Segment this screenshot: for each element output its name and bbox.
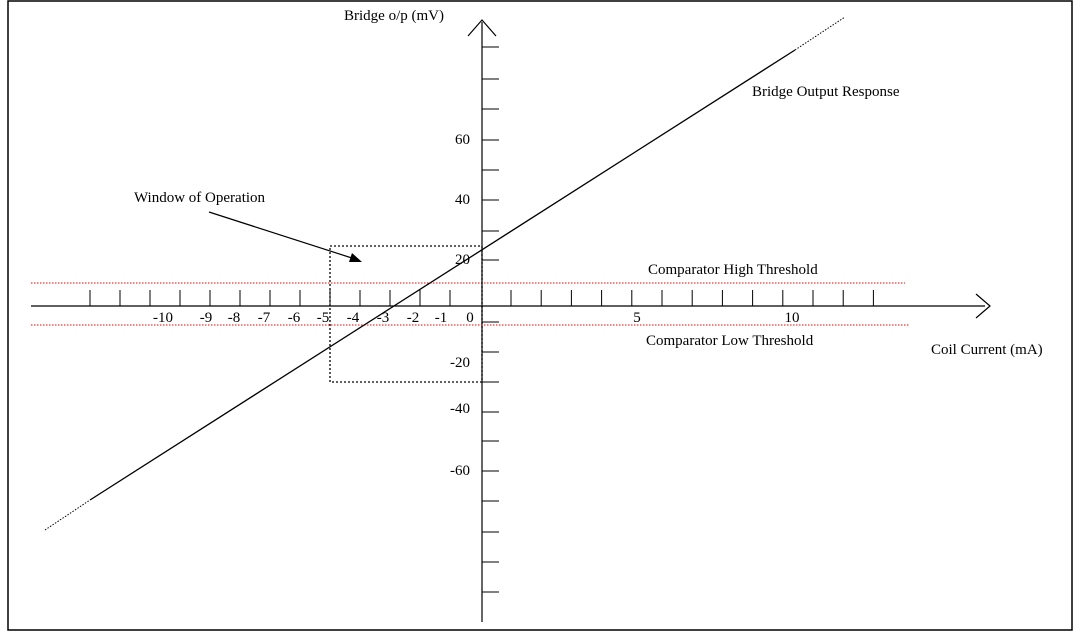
- y-tick-label: 60: [455, 132, 470, 148]
- x-axis-label: Coil Current (mA): [931, 342, 1043, 358]
- x-tick-label: 5: [633, 310, 641, 326]
- window-of-operation-box: [329, 245, 483, 383]
- low-threshold-label: Comparator Low Threshold: [646, 333, 814, 349]
- y-tick-label: -20: [450, 355, 470, 371]
- y-tick-marks: [482, 46, 499, 593]
- y-tick-label: -60: [450, 463, 470, 479]
- y-axis-label: Bridge o/p (mV): [344, 8, 444, 24]
- x-axis-arrow-icon: [975, 293, 991, 319]
- window-pointer-arrowhead-icon: [349, 253, 362, 262]
- x-tick-label: -6: [288, 310, 301, 326]
- y-tick-labels: 60 40 20 -20 -40 -60: [450, 132, 470, 479]
- x-tick-label: -10: [153, 310, 173, 326]
- y-axis-arrow-icon: [467, 19, 497, 37]
- x-tick-label: -5: [317, 310, 330, 326]
- x-tick-label: -8: [228, 310, 241, 326]
- x-tick-label: -9: [200, 310, 213, 326]
- x-tick-label: 0: [466, 310, 474, 326]
- x-tick-label: -2: [407, 310, 420, 326]
- y-tick-label: 40: [455, 192, 470, 208]
- x-tick-label: -7: [258, 310, 271, 326]
- window-pointer-arrow: [208, 211, 356, 260]
- high-threshold-label: Comparator High Threshold: [648, 262, 818, 278]
- x-tick-label: -3: [377, 310, 390, 326]
- bridge-response-extension-right: [794, 16, 846, 51]
- x-tick-labels: -10 -9 -8 -7 -6 -5 -4 -3 -2 -1 0 5 10: [153, 310, 800, 326]
- y-tick-label: -40: [450, 401, 470, 417]
- window-label: Window of Operation: [134, 190, 266, 206]
- y-tick-label: 20: [455, 252, 470, 268]
- x-tick-label: -1: [435, 310, 448, 326]
- bridge-response-extension-left: [44, 499, 91, 531]
- response-label: Bridge Output Response: [752, 84, 900, 100]
- bridge-response-line: [89, 49, 796, 501]
- x-tick-label: 10: [785, 310, 800, 326]
- outer-frame: [7, 0, 1073, 631]
- x-tick-label: -4: [347, 310, 360, 326]
